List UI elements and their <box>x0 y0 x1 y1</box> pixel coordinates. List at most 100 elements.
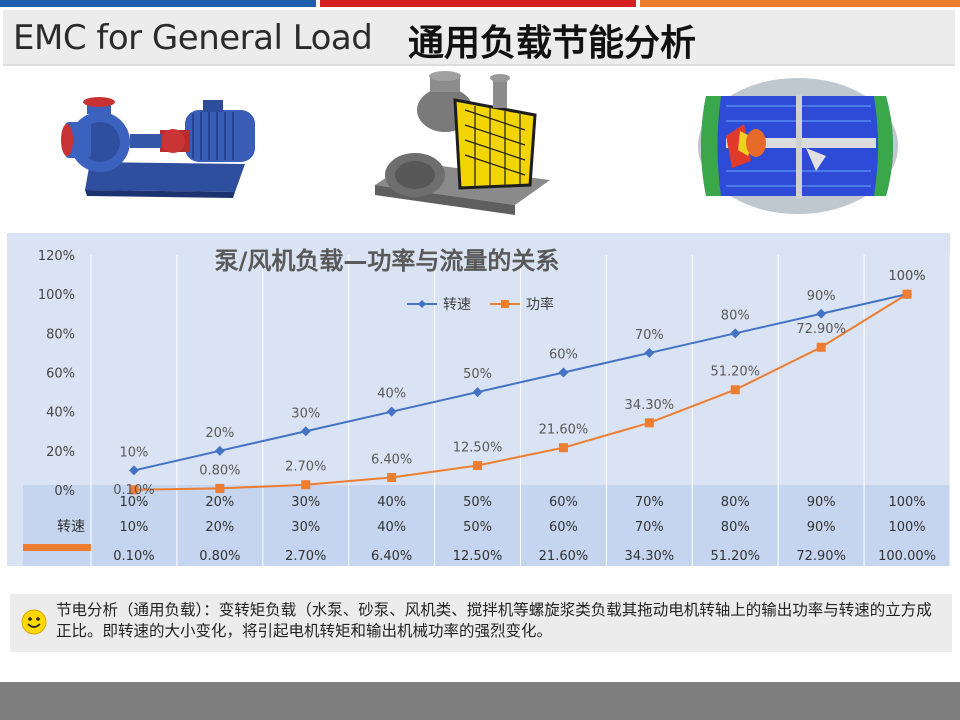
data-point <box>558 367 569 378</box>
y-tick-label: 40% <box>46 406 75 421</box>
top-accent-bar-orange <box>640 0 960 7</box>
data-label: 50% <box>463 367 492 382</box>
table-cell: 0.80% <box>199 549 240 564</box>
data-label: 10% <box>119 445 148 460</box>
data-point <box>644 418 654 428</box>
table-header-cell: 40% <box>377 495 406 510</box>
top-accent-bar-red <box>320 0 636 7</box>
roots-blower-image <box>375 71 550 215</box>
table-header-cell: 20% <box>205 495 234 510</box>
data-point <box>816 342 826 352</box>
data-point <box>816 308 827 319</box>
data-label: 20% <box>205 426 234 441</box>
y-tick-label: 80% <box>46 327 75 342</box>
table-cell: 90% <box>807 520 836 535</box>
series-line <box>133 293 908 472</box>
y-tick-label: 100% <box>38 288 75 303</box>
table-row-label: 转速 <box>57 519 85 535</box>
data-label: 90% <box>807 289 836 304</box>
data-point <box>730 385 740 395</box>
data-point <box>902 289 912 299</box>
table-cell: 10% <box>119 520 148 535</box>
y-tick-label: 120% <box>38 249 75 264</box>
y-tick-label: 60% <box>46 367 75 382</box>
centrifugal-pump-image <box>61 97 255 198</box>
data-point <box>558 443 568 453</box>
data-point <box>214 445 225 456</box>
table-header-cell: 90% <box>807 495 836 510</box>
data-label: 2.70% <box>285 460 326 475</box>
data-label: 100% <box>888 269 925 284</box>
data-label: 70% <box>635 328 664 343</box>
data-point <box>644 347 655 358</box>
data-point <box>300 426 311 437</box>
data-table-background <box>23 485 950 566</box>
slide-header: EMC for General Load 通用负载节能分析 <box>3 10 955 66</box>
data-point <box>473 461 483 471</box>
table-cell: 50% <box>463 520 492 535</box>
legend-marker <box>418 300 426 308</box>
data-point <box>472 387 483 398</box>
legend-label: 转速 <box>443 297 471 313</box>
data-label: 34.30% <box>625 398 675 413</box>
y-tick-label: 0% <box>54 484 75 499</box>
data-point <box>386 406 397 417</box>
table-row-legend-key <box>23 544 91 551</box>
data-label: 80% <box>721 308 750 323</box>
table-header-cell: 30% <box>291 495 320 510</box>
legend-label: 功率 <box>526 296 554 313</box>
fluid-simulation-image <box>698 78 898 214</box>
table-cell: 21.60% <box>539 549 589 564</box>
table-cell: 6.40% <box>371 549 412 564</box>
data-point <box>730 328 741 339</box>
title-chinese: 通用负载节能分析 <box>408 23 697 64</box>
legend-marker <box>501 300 509 308</box>
data-point <box>215 483 225 493</box>
chart-title: 泵/风机负载—功率与流量的关系 <box>215 247 560 275</box>
table-cell: 60% <box>549 520 578 535</box>
y-tick-label: 20% <box>46 445 75 460</box>
table-cell: 100.00% <box>878 549 936 564</box>
table-cell: 72.90% <box>796 549 846 564</box>
data-point <box>129 485 139 495</box>
table-cell: 12.50% <box>453 549 503 564</box>
table-cell: 40% <box>377 520 406 535</box>
data-label: 100% <box>888 269 925 284</box>
table-cell: 80% <box>721 520 750 535</box>
top-accent-bar-blue <box>0 0 316 7</box>
data-label: 30% <box>291 406 320 421</box>
data-point <box>387 472 397 482</box>
data-label: 60% <box>549 348 578 363</box>
table-cell: 0.10% <box>113 549 154 564</box>
data-label: 40% <box>377 387 406 402</box>
table-header-cell: 60% <box>549 495 578 510</box>
data-label: 6.40% <box>371 452 412 467</box>
table-header-cell: 100% <box>888 495 925 510</box>
data-label: 0.80% <box>199 463 240 478</box>
data-label: 0.10% <box>113 483 154 498</box>
data-label: 72.90% <box>796 322 846 337</box>
data-point <box>128 465 139 476</box>
table-cell: 30% <box>291 520 320 535</box>
data-label: 21.60% <box>539 423 589 438</box>
table-cell: 70% <box>635 520 664 535</box>
note-box: 节电分析（通用负载）：变转矩负载（水泵、砂泵、风机类、搅拌机等螺旋浆类负载其拖动… <box>10 594 952 652</box>
table-header-cell: 70% <box>635 495 664 510</box>
series-line <box>133 293 908 491</box>
table-header-cell: 10% <box>119 495 148 510</box>
note-text: 节电分析（通用负载）：变转矩负载（水泵、砂泵、风机类、搅拌机等螺旋浆类负载其拖动… <box>56 601 932 640</box>
table-cell: 2.70% <box>285 549 326 564</box>
bottom-bar <box>0 682 960 720</box>
table-header-cell: 80% <box>721 495 750 510</box>
table-cell: 51.20% <box>710 549 760 564</box>
table-cell: 100% <box>888 520 925 535</box>
data-label: 51.20% <box>710 365 760 380</box>
table-cell: 20% <box>205 520 234 535</box>
data-point <box>301 480 311 490</box>
table-header-cell: 50% <box>463 495 492 510</box>
table-cell: 34.30% <box>625 549 675 564</box>
data-label: 12.50% <box>453 441 503 456</box>
smiley-icon <box>21 609 47 635</box>
title-english: EMC for General Load <box>13 18 373 58</box>
